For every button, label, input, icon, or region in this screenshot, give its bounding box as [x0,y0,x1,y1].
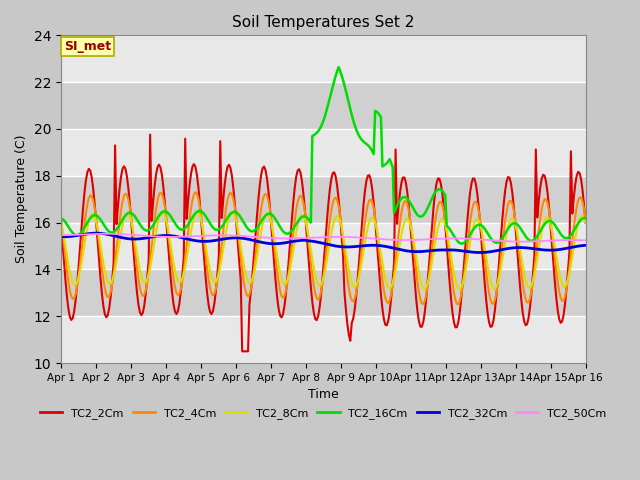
TC2_50Cm [232,233,240,239]
TC2_8Cm [122,213,129,218]
TC2_2Cm [232,220,240,226]
TC2_32Cm [215,237,223,243]
TC2_4Cm [241,287,249,292]
TC2_32Cm [476,250,484,255]
Bar [61,316,586,363]
TC2_32Cm [288,239,296,244]
TC2_8Cm [232,219,240,225]
TC2_32Cm [57,234,65,240]
TC2_8Cm [456,287,464,292]
TC2_8Cm [582,220,589,226]
TC2_16Cm [458,241,465,247]
Title: Soil Temperatures Set 2: Soil Temperatures Set 2 [232,15,415,30]
TC2_16Cm [214,227,221,233]
Bar [61,176,586,223]
TC2_8Cm [193,209,201,215]
TC2_16Cm [335,64,342,70]
TC2_4Cm [215,267,223,273]
TC2_8Cm [556,270,563,276]
Bar [61,36,586,82]
TC2_50Cm [123,232,131,238]
TC2_4Cm [288,242,296,248]
TC2_8Cm [288,256,296,262]
Y-axis label: Soil Temperature (C): Soil Temperature (C) [15,135,28,264]
TC2_2Cm [238,348,246,354]
TC2_2Cm [582,220,589,226]
TC2_8Cm [215,271,223,276]
TC2_4Cm [582,216,589,222]
TC2_2Cm [57,220,65,226]
TC2_4Cm [556,288,563,294]
TC2_4Cm [232,216,240,221]
Line: TC2_32Cm: TC2_32Cm [61,233,586,252]
TC2_32Cm [92,230,100,236]
TC2_32Cm [232,235,240,240]
TC2_50Cm [288,236,296,241]
TC2_4Cm [57,216,65,222]
TC2_2Cm [147,132,154,137]
TC2_4Cm [191,189,199,195]
TC2_2Cm [289,199,297,205]
TC2_16Cm [582,216,589,221]
Line: TC2_16Cm: TC2_16Cm [61,67,586,244]
TC2_16Cm [57,216,65,221]
Bar [61,223,586,269]
TC2_50Cm [215,232,223,238]
TC2_16Cm [122,213,129,218]
Bar [61,129,586,176]
Line: TC2_8Cm: TC2_8Cm [61,212,586,289]
TC2_50Cm [57,232,65,238]
TC2_16Cm [287,229,294,235]
Line: TC2_4Cm: TC2_4Cm [61,192,586,304]
TC2_2Cm [215,254,223,260]
Legend: TC2_2Cm, TC2_4Cm, TC2_8Cm, TC2_16Cm, TC2_32Cm, TC2_50Cm: TC2_2Cm, TC2_4Cm, TC2_8Cm, TC2_16Cm, TC2… [36,403,611,423]
TC2_50Cm [582,238,589,243]
TC2_8Cm [241,269,249,275]
TC2_4Cm [454,301,462,307]
TC2_50Cm [241,233,249,239]
TC2_32Cm [556,247,563,252]
TC2_32Cm [241,236,249,241]
TC2_16Cm [240,219,248,225]
TC2_2Cm [122,166,129,171]
Text: SI_met: SI_met [63,40,111,53]
TC2_4Cm [122,191,129,196]
TC2_32Cm [123,236,131,241]
Bar [61,269,586,316]
Line: TC2_50Cm: TC2_50Cm [61,234,586,241]
Line: TC2_2Cm: TC2_2Cm [61,134,586,351]
TC2_50Cm [101,231,109,237]
TC2_2Cm [243,348,250,354]
Bar [61,82,586,129]
X-axis label: Time: Time [308,388,339,401]
TC2_16Cm [556,229,563,235]
TC2_8Cm [57,220,65,226]
TC2_50Cm [556,237,563,243]
TC2_32Cm [582,242,589,248]
TC2_16Cm [231,209,239,215]
TC2_2Cm [556,316,563,322]
TC2_50Cm [517,239,525,244]
